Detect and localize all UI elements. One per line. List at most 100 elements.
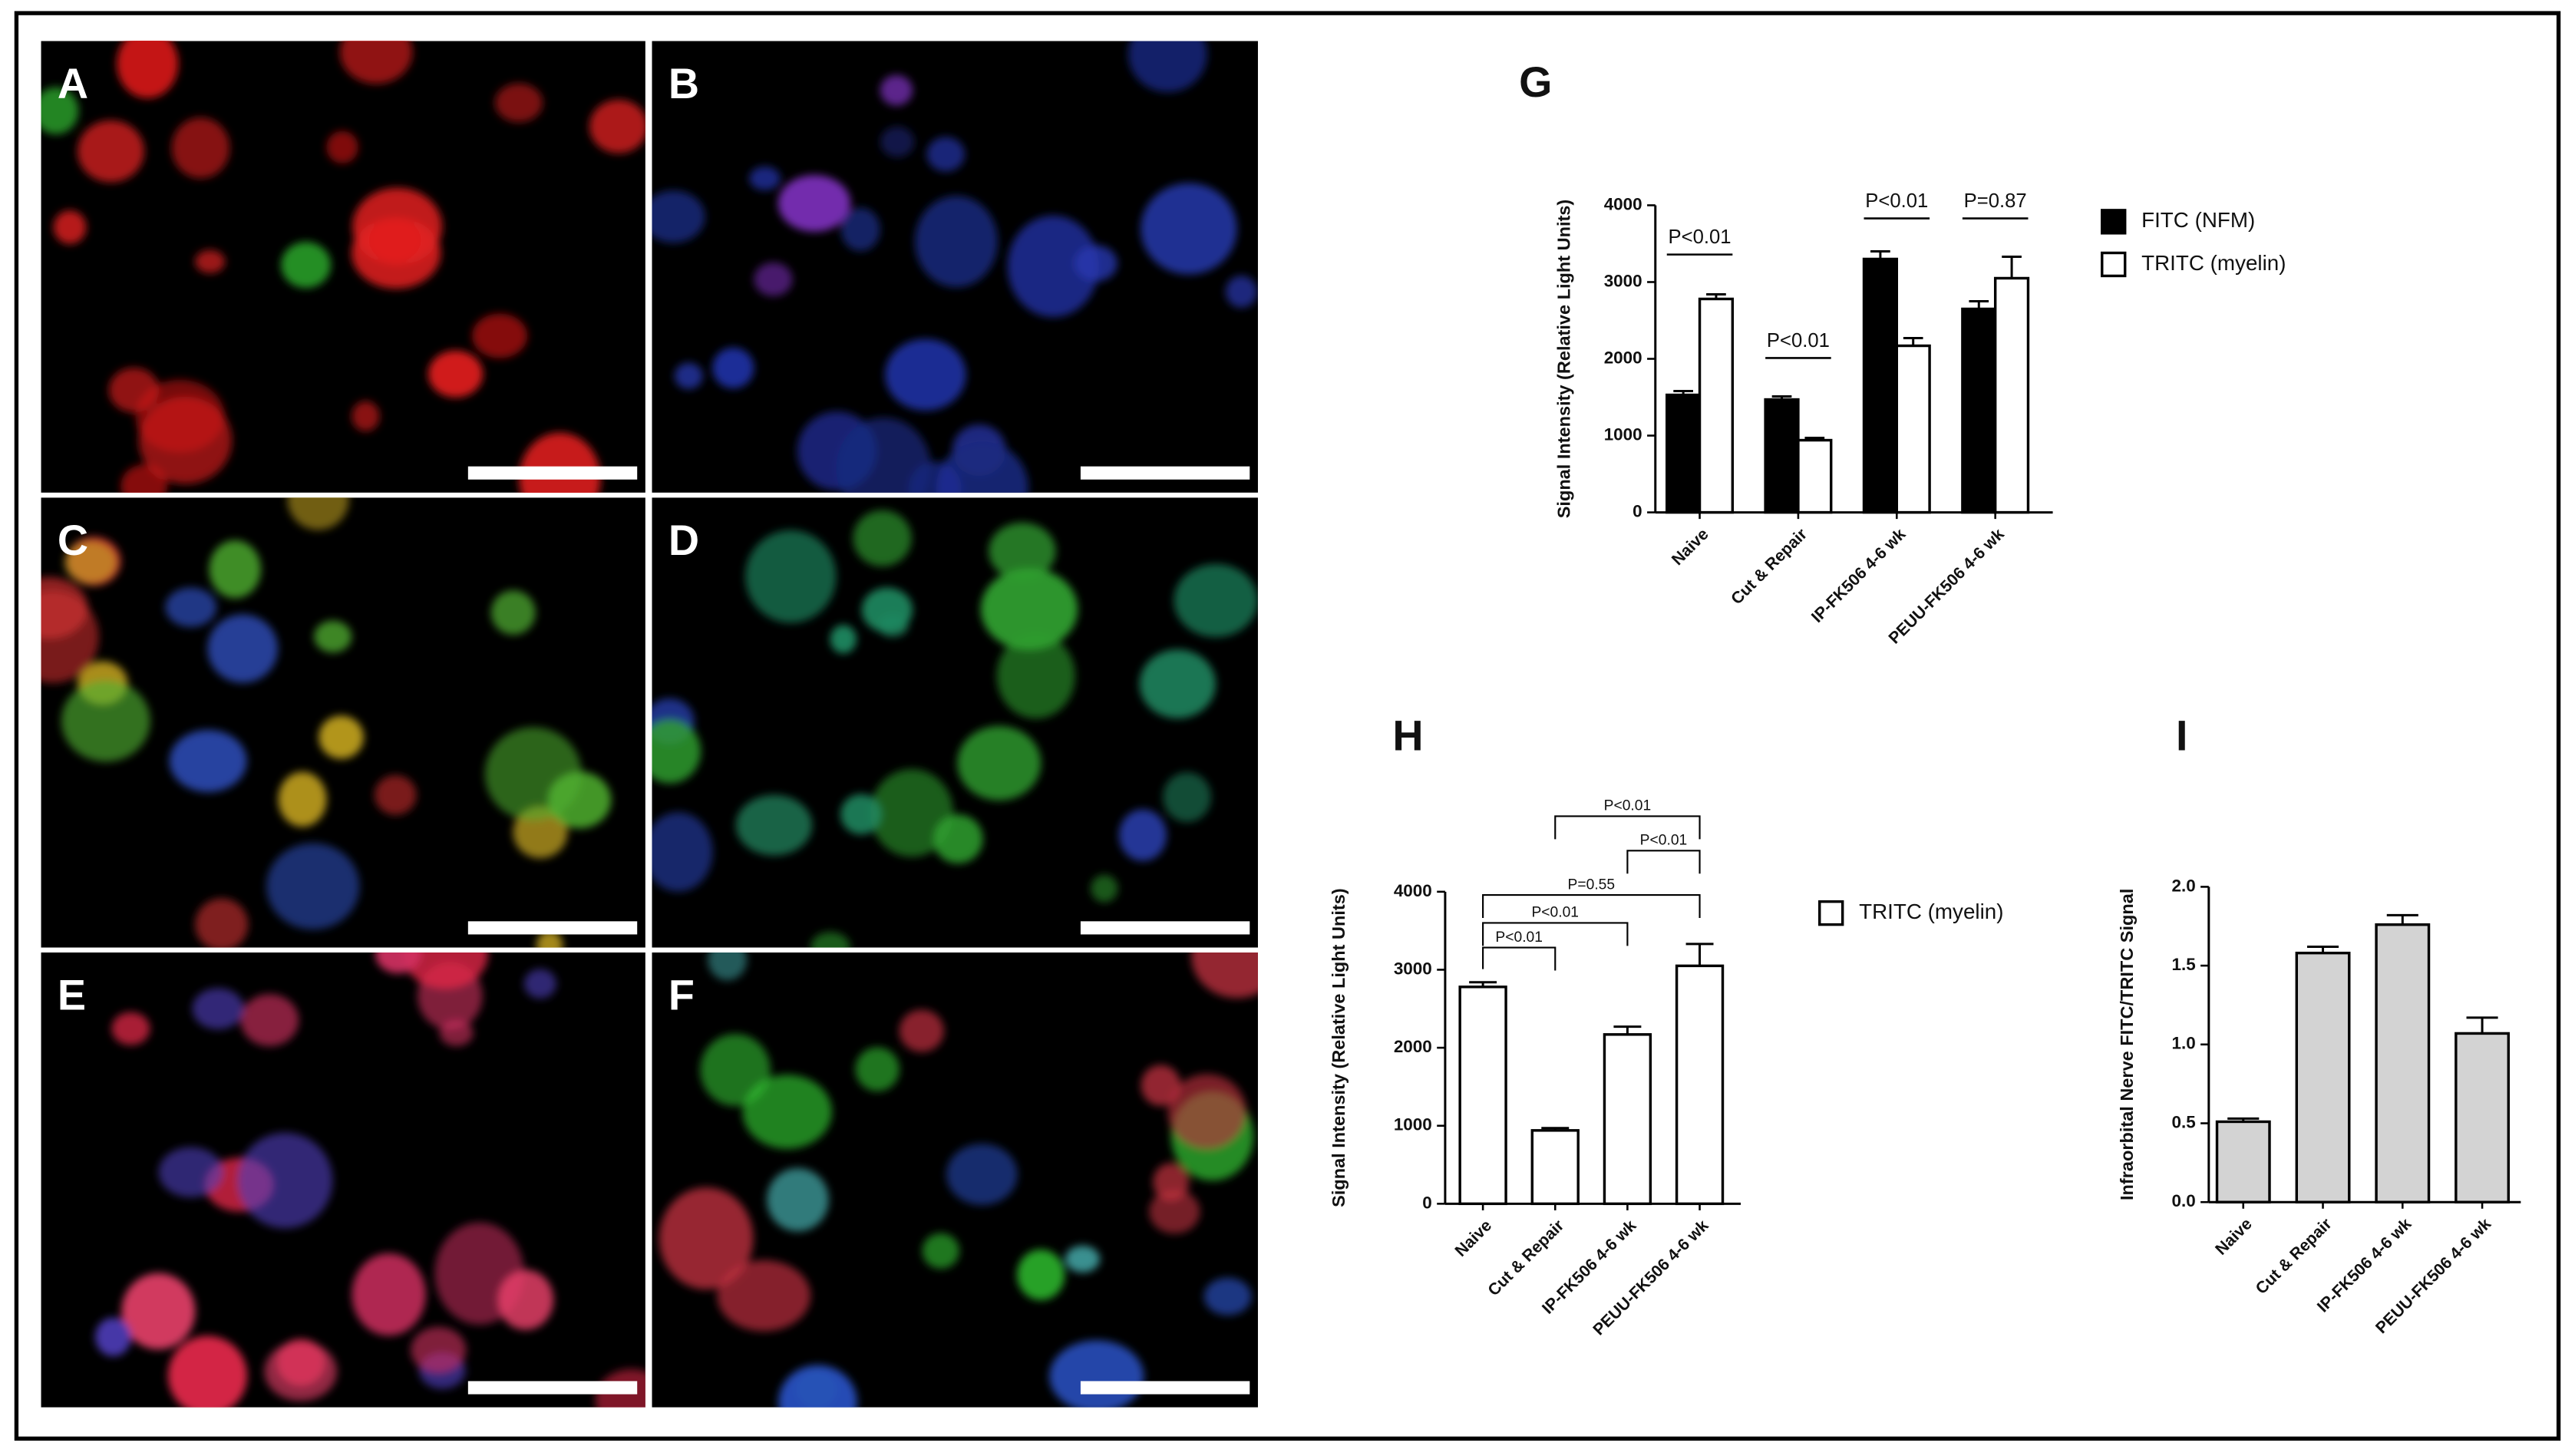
fascicle — [674, 362, 703, 389]
fascicle — [922, 1233, 959, 1269]
fascicle — [1065, 1245, 1101, 1273]
scale-bar — [1080, 921, 1250, 935]
fascicle — [946, 1144, 1018, 1205]
fascicle — [1139, 649, 1216, 718]
fascicle — [41, 576, 88, 639]
bar — [2375, 923, 2431, 1203]
micrographs: A B C D E F — [41, 41, 1258, 1408]
y-tick-label: 0 — [1422, 1193, 1432, 1212]
fascicle — [64, 541, 117, 583]
bar — [2295, 951, 2351, 1203]
y-tick-label: 0.0 — [2171, 1191, 2195, 1210]
micrograph-tissue — [652, 510, 1258, 948]
fascicle — [135, 379, 225, 453]
fascicle — [880, 126, 915, 157]
frame — [14, 11, 2561, 1441]
chart-title: G — [1519, 58, 1552, 106]
fascicle — [810, 932, 850, 948]
fascicle — [861, 587, 913, 632]
fascicle — [735, 794, 813, 856]
fascicle — [536, 930, 563, 948]
bar — [1797, 438, 1833, 514]
fascicle — [169, 730, 247, 792]
fascicle — [314, 620, 352, 653]
legend-label: TRITC (myelin) — [2141, 251, 2286, 275]
fascicle — [53, 210, 87, 244]
fascicle — [411, 1326, 467, 1374]
micrograph-background — [652, 497, 1258, 948]
fascicle — [111, 1012, 150, 1045]
fascicle — [777, 175, 851, 232]
fascicle — [375, 774, 417, 815]
y-tick-label: 3000 — [1604, 271, 1642, 290]
fascicle — [708, 952, 748, 981]
fascicle — [717, 1260, 811, 1332]
chart-title: I — [2176, 712, 2187, 760]
panel-label: D — [669, 517, 699, 564]
fascicle — [996, 633, 1075, 719]
fascicle — [1091, 874, 1118, 903]
y-tick-label: 4000 — [1604, 194, 1642, 213]
fascicle — [195, 249, 226, 273]
fascicle — [61, 680, 150, 762]
fascicle — [836, 417, 932, 493]
fascicle — [880, 74, 913, 106]
legend-swatch — [2101, 251, 2127, 278]
fascicle — [589, 99, 645, 154]
y-axis-label: Signal Intensity (Relative Light Units) — [1329, 888, 1349, 1207]
fascicle — [167, 1335, 248, 1408]
y-tick-label: 1.5 — [2171, 955, 2195, 974]
fascicle — [195, 898, 249, 948]
legend-swatch — [1818, 900, 1844, 926]
fascicle — [840, 207, 880, 252]
significance-bracket — [1482, 946, 1557, 971]
micrograph-tissue — [659, 952, 1258, 1408]
y-tick-label: 1000 — [1394, 1115, 1432, 1134]
significance-bracket — [1626, 850, 1701, 874]
fascicle — [1128, 41, 1207, 93]
fascicle — [547, 771, 612, 829]
fascicle — [319, 715, 364, 759]
fascicle — [933, 814, 983, 863]
y-axis-label: Infraorbital Nerve FITC/TRITC Signal — [2117, 889, 2137, 1200]
legend-label: FITC (NFM) — [2141, 208, 2255, 232]
fascicle — [117, 41, 179, 99]
fascicle — [95, 1317, 131, 1357]
fascicle — [351, 216, 441, 289]
micrograph: C — [41, 497, 645, 948]
fascicle — [207, 614, 279, 683]
fascicle — [1153, 1163, 1190, 1202]
fascicle — [1141, 1065, 1181, 1106]
fascicle — [490, 590, 536, 635]
fascicle — [1017, 1250, 1065, 1300]
fascicle — [77, 120, 144, 183]
fascicle — [652, 190, 705, 243]
fascicle — [266, 843, 360, 929]
y-tick-label: 4000 — [1394, 881, 1432, 900]
bar — [1895, 344, 1931, 514]
fascicle — [767, 1167, 829, 1232]
significance-bracket — [1554, 815, 1701, 840]
fascicle — [830, 625, 857, 654]
y-tick-label: 0.5 — [2171, 1112, 2195, 1131]
y-tick-label: 3000 — [1394, 959, 1432, 978]
fascicle — [352, 401, 380, 431]
y-tick-label: 2.0 — [2171, 876, 2195, 895]
fascicle — [339, 41, 413, 84]
micrograph: E — [41, 952, 645, 1408]
scale-bar — [467, 1381, 638, 1395]
significance-label: P=0.87 — [1964, 190, 2027, 212]
fascicle — [240, 994, 299, 1046]
fascicle — [165, 587, 217, 627]
fascicle — [700, 1034, 771, 1107]
fascicle — [264, 1341, 338, 1402]
panel-label: B — [669, 60, 699, 107]
micrograph: B — [652, 41, 1258, 493]
significance-label: P<0.01 — [1669, 226, 1732, 248]
significance-label: P<0.01 — [1604, 798, 1652, 814]
fascicle — [375, 952, 421, 974]
scale-bar — [1080, 1381, 1250, 1395]
fascicle — [870, 769, 954, 857]
fascicle — [281, 242, 332, 289]
legend-swatch — [2101, 209, 2127, 235]
